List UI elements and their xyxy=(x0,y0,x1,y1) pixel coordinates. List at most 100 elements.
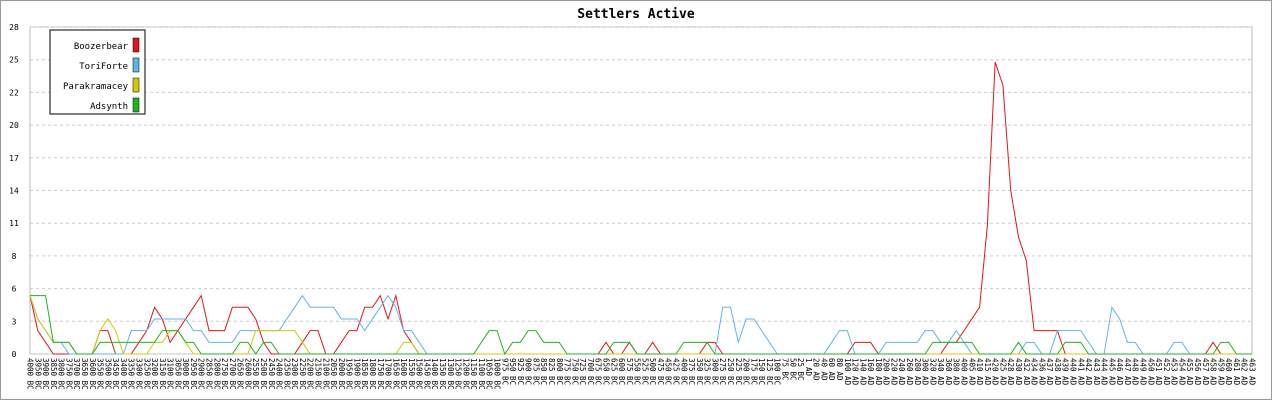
x-tick-label: 675 BC xyxy=(594,358,603,385)
x-tick-label: 456 AD xyxy=(1193,358,1202,386)
legend-swatch xyxy=(132,97,140,113)
x-tick-label: 60 AD xyxy=(827,358,836,381)
x-tick-label: 1100 BC xyxy=(477,358,486,390)
x-tick-label: 900 BC xyxy=(524,358,533,385)
x-tick-label: 125 BC xyxy=(765,358,774,385)
x-tick-label: 3700 BC xyxy=(72,358,81,390)
legend-swatch xyxy=(132,77,140,93)
x-tick-label: 442 AD xyxy=(1084,358,1093,386)
x-tick-label: 3300 BC xyxy=(134,358,143,390)
x-tick-label: 775 BC xyxy=(563,358,572,385)
x-tick-label: 140 AD xyxy=(858,358,867,386)
x-tick-label: 1400 BC xyxy=(430,358,439,390)
x-tick-label: 175 BC xyxy=(749,358,758,385)
x-tick-label: 3450 BC xyxy=(111,358,120,390)
x-tick-label: 448 AD xyxy=(1131,358,1140,386)
x-tick-label: 2600 BC xyxy=(243,358,252,390)
legend-swatch xyxy=(132,57,140,73)
x-tick-label: 410 AD xyxy=(975,358,984,386)
x-tick-label: 1 AD xyxy=(804,358,813,377)
x-tick-label: 460 AD xyxy=(1224,358,1233,386)
x-tick-label: 1700 BC xyxy=(384,358,393,390)
x-tick-label: 2150 BC xyxy=(313,358,322,390)
y-tick-label: 6 xyxy=(12,285,17,294)
x-tick-label: 700 BC xyxy=(586,358,595,385)
x-tick-label: 443 AD xyxy=(1092,358,1101,386)
x-tick-label: 1350 BC xyxy=(438,358,447,390)
x-tick-label: 462 AD xyxy=(1240,358,1249,386)
x-tick-label: 280 AD xyxy=(913,358,922,386)
x-tick-label: 434 AD xyxy=(1030,358,1039,386)
x-tick-label: 250 BC xyxy=(726,358,735,385)
y-tick-label: 11 xyxy=(9,219,19,228)
x-tick-label: 1250 BC xyxy=(454,358,463,390)
x-tick-label: 200 AD xyxy=(882,358,891,386)
x-tick-label: 50 BC xyxy=(788,358,797,381)
x-tick-label: 2550 BC xyxy=(251,358,260,390)
x-tick-label: 3150 BC xyxy=(158,358,167,390)
x-tick-label: 1150 BC xyxy=(469,358,478,390)
x-tick-label: 449 AD xyxy=(1139,358,1148,386)
x-tick-label: 75 BC xyxy=(780,358,789,381)
x-tick-label: 2300 BC xyxy=(290,358,299,390)
x-tick-label: 225 BC xyxy=(734,358,743,385)
legend-label: Parakramacey xyxy=(63,82,129,92)
legend-swatch xyxy=(132,37,140,53)
x-tick-label: 2450 BC xyxy=(267,358,276,390)
x-tick-label: 3350 BC xyxy=(127,358,136,390)
x-tick-label: 2700 BC xyxy=(228,358,237,390)
x-tick-label: 300 AD xyxy=(921,358,930,386)
x-tick-label: 405 AD xyxy=(967,358,976,386)
x-tick-label: 1750 BC xyxy=(376,358,385,390)
y-tick-label: 14 xyxy=(9,187,19,196)
x-tick-label: 750 BC xyxy=(570,358,579,385)
x-tick-label: 447 AD xyxy=(1123,358,1132,386)
x-tick-label: 438 AD xyxy=(1053,358,1062,386)
x-tick-label: 3200 BC xyxy=(150,358,159,390)
x-tick-label: 340 AD xyxy=(936,358,945,386)
x-tick-label: 100 BC xyxy=(773,358,782,385)
x-tick-label: 1800 BC xyxy=(368,358,377,390)
x-tick-label: 1850 BC xyxy=(360,358,369,390)
x-tick-label: 650 BC xyxy=(601,358,610,385)
x-tick-label: 437 AD xyxy=(1045,358,1054,386)
x-tick-label: 925 BC xyxy=(516,358,525,385)
y-tick-label: 28 xyxy=(9,23,19,32)
series-line xyxy=(30,295,1252,356)
x-tick-label: 20 AD xyxy=(812,358,821,381)
x-tick-label: 120 AD xyxy=(851,358,860,386)
x-tick-label: 220 AD xyxy=(889,358,898,386)
x-tick-label: 3550 BC xyxy=(96,358,105,390)
x-tick-label: 3400 BC xyxy=(119,358,128,390)
legend-label: Adsynth xyxy=(90,102,128,112)
x-tick-label: 3650 BC xyxy=(80,358,89,390)
x-tick-label: 425 AD xyxy=(998,358,1007,386)
x-tick-label: 320 AD xyxy=(928,358,937,386)
y-tick-label: 3 xyxy=(12,317,17,326)
x-tick-label: 4000 BC xyxy=(26,358,35,390)
x-tick-label: 458 AD xyxy=(1209,358,1218,386)
x-tick-label: 2100 BC xyxy=(321,358,330,390)
y-tick-label: 17 xyxy=(9,154,19,163)
x-tick-label: 451 AD xyxy=(1154,358,1163,386)
x-tick-label: 850 BC xyxy=(539,358,548,385)
x-tick-label: 2050 BC xyxy=(329,358,338,390)
x-tick-label: 444 AD xyxy=(1100,358,1109,386)
x-tick-label: 1450 BC xyxy=(422,358,431,390)
x-tick-label: 430 AD xyxy=(1014,358,1023,386)
y-tick-label: 0 xyxy=(12,350,17,359)
x-tick-label: 375 BC xyxy=(687,358,696,385)
x-tick-label: 800 BC xyxy=(555,358,564,385)
x-tick-label: 950 BC xyxy=(508,358,517,385)
x-tick-label: 725 BC xyxy=(578,358,587,385)
x-tick-label: 475 BC xyxy=(656,358,665,385)
y-tick-label: 25 xyxy=(9,56,19,65)
x-tick-label: 3800 BC xyxy=(57,358,66,390)
x-tick-label: 150 BC xyxy=(757,358,766,385)
x-tick-label: 428 AD xyxy=(1006,358,1015,386)
x-tick-label: 1300 BC xyxy=(446,358,455,390)
x-tick-label: 2850 BC xyxy=(205,358,214,390)
x-tick-label: 3900 BC xyxy=(41,358,50,390)
x-tick-label: 450 AD xyxy=(1146,358,1155,386)
